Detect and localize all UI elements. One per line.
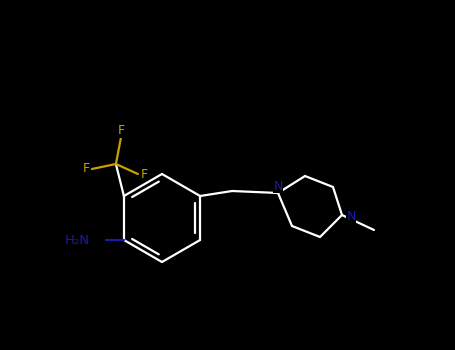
Text: F: F [140, 168, 147, 181]
Text: H₂N: H₂N [65, 233, 90, 246]
Text: N: N [273, 180, 283, 193]
Text: N: N [346, 210, 356, 223]
Text: F: F [117, 125, 125, 138]
Text: F: F [82, 162, 90, 175]
